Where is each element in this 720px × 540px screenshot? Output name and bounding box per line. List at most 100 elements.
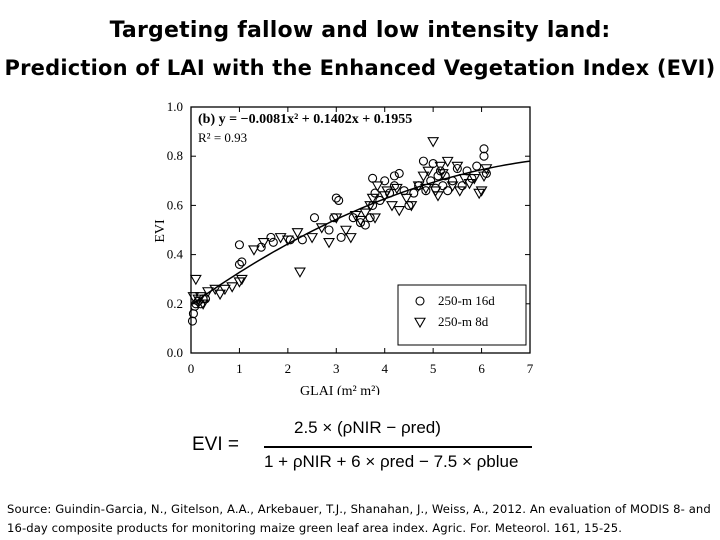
triangle-point xyxy=(434,161,447,173)
circle-point xyxy=(360,220,370,230)
y-tick-label: 0.2 xyxy=(167,296,183,311)
triangle-point xyxy=(417,171,430,182)
triangle-point xyxy=(187,292,200,303)
circle-point xyxy=(380,176,390,186)
circle-point xyxy=(324,225,334,235)
circle-point xyxy=(447,176,458,186)
y-tick-label: 1.0 xyxy=(167,99,183,114)
triangle-point xyxy=(422,166,435,178)
y-tick-label: 0.4 xyxy=(167,247,184,262)
triangle-point xyxy=(478,171,490,182)
triangle-point xyxy=(344,233,357,244)
triangle-point xyxy=(463,178,476,190)
x-tick-label: 0 xyxy=(188,361,195,376)
circle-point xyxy=(187,316,198,326)
formula-lhs: EVI = xyxy=(192,434,239,455)
x-tick-label: 1 xyxy=(236,361,243,376)
circle-point xyxy=(375,195,385,206)
triangle-point xyxy=(390,183,403,195)
triangle-point xyxy=(323,238,335,249)
triangle-point xyxy=(294,267,306,278)
triangle-point xyxy=(257,238,270,249)
circle-point xyxy=(472,161,482,171)
legend-marker xyxy=(415,296,425,306)
circle-point xyxy=(394,168,404,178)
triangle-point xyxy=(405,201,418,212)
triangle-point xyxy=(315,223,328,234)
triangle-point xyxy=(436,169,449,180)
circle-point xyxy=(438,181,448,191)
page-title: Targeting fallow and low intensity land: xyxy=(109,18,611,43)
evi-formula: EVI = 2.5 × (ρNIR − ρred) 1 + ρNIR + 6 ×… xyxy=(192,416,532,478)
plot-frame xyxy=(190,106,531,354)
legend: 250-m 16d 250-m 8d xyxy=(397,284,527,346)
evi-scatter-chart: 0 1 2 3 4 5 6 7 0.0 0.2 0.4 0.6 0.8 1.0 (b) y = −0.00… xyxy=(153,99,534,395)
circle-point xyxy=(297,235,307,245)
x-tick-label: 7 xyxy=(527,361,534,376)
circle-point xyxy=(234,259,244,269)
triangle-point xyxy=(281,235,294,246)
circle-point xyxy=(418,156,429,166)
circle-point xyxy=(479,144,489,154)
legend-marker xyxy=(414,317,426,329)
triangle-point xyxy=(306,233,319,244)
triangle-point xyxy=(194,292,207,303)
fit-equation: (b) y = −0.0081x² + 0.1402x + 0.1955 xyxy=(198,112,412,127)
y-tick-label: 0.8 xyxy=(167,148,183,163)
triangle-point xyxy=(419,183,432,195)
circle-point xyxy=(479,151,489,161)
triangle-point xyxy=(359,208,372,219)
triangle-point xyxy=(340,225,352,237)
legend-box xyxy=(397,284,527,346)
circle-point xyxy=(334,195,344,206)
triangle-point xyxy=(369,213,381,224)
x-tick-label: 4 xyxy=(381,361,388,376)
triangle-point xyxy=(189,274,202,286)
fraction-bar xyxy=(264,446,532,448)
triangle-point xyxy=(432,191,444,202)
x-axis-label: GLAI (m² m²) xyxy=(300,384,380,395)
triangle-point xyxy=(226,282,239,293)
triangle-point xyxy=(453,186,466,197)
circle-point xyxy=(355,218,366,228)
triangle-point xyxy=(381,186,394,197)
y-tick-label: 0.6 xyxy=(167,197,184,212)
formula-denominator: 1 + ρNIR + 6 × ρred − 7.5 × ρblue xyxy=(264,452,519,471)
triangle-point xyxy=(214,289,227,301)
triangle-point xyxy=(371,181,384,192)
triangle-point xyxy=(480,164,493,175)
triangle-point xyxy=(393,206,406,217)
triangle-point xyxy=(364,201,377,212)
triangle-point xyxy=(235,274,248,286)
r-squared-label: R² = 0.93 xyxy=(198,130,247,145)
triangle-point xyxy=(218,284,231,296)
triangle-point xyxy=(354,215,367,227)
circle-point xyxy=(409,188,419,198)
legend-label: 250-m 16d xyxy=(438,293,495,308)
circle-point xyxy=(237,257,247,267)
circle-point xyxy=(266,232,276,242)
formula-numerator: 2.5 × (ρNIR − ρred) xyxy=(294,418,441,437)
triangle-point xyxy=(441,156,454,168)
x-tick-label: 5 xyxy=(430,361,437,376)
circle-point xyxy=(268,237,278,247)
circle-point xyxy=(336,232,346,242)
legend-label: 250-m 8d xyxy=(438,314,489,329)
circle-point xyxy=(452,163,462,174)
circle-point xyxy=(457,181,467,191)
triangle-point xyxy=(291,228,304,239)
triangle-point xyxy=(468,174,481,185)
triangle-point xyxy=(400,193,413,205)
triangle-point xyxy=(475,186,488,197)
circle-point xyxy=(309,213,320,223)
triangle-point xyxy=(248,245,260,256)
triangle-point xyxy=(274,233,287,244)
circle-point xyxy=(368,173,378,183)
x-tick-label: 2 xyxy=(285,361,292,376)
circle-point xyxy=(389,171,399,181)
triangle-point xyxy=(427,137,440,148)
triangle-point xyxy=(412,181,425,192)
triangle-point xyxy=(233,277,246,288)
x-tick-label: 6 xyxy=(478,361,485,376)
triangle-point xyxy=(197,299,210,310)
